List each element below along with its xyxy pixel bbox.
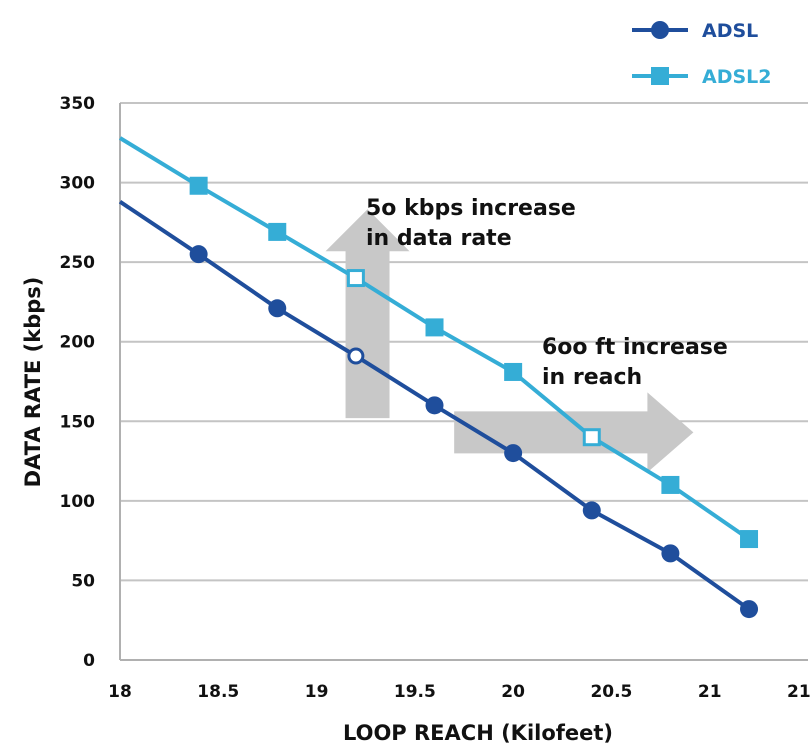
data-point-adsl2 — [740, 530, 759, 549]
data-point-adsl — [740, 600, 759, 619]
data-point-adsl2 — [504, 362, 523, 381]
data-point-adsl — [582, 501, 601, 520]
data-point-adsl2 — [346, 269, 365, 288]
data-point-adsl — [425, 396, 444, 415]
x-tick-label: 19.5 — [394, 682, 436, 702]
data-point-adsl — [268, 299, 287, 318]
data-point-adsl — [189, 245, 208, 264]
legend-marker-adsl2 — [651, 67, 669, 85]
y-tick-label: 300 — [60, 174, 96, 194]
annotation-text-1: in data rate — [366, 226, 512, 251]
data-point-adsl2 — [661, 475, 680, 494]
data-point-adsl2 — [582, 428, 601, 447]
annotation-text-2: in reach — [542, 365, 642, 390]
up-arrow-shape — [325, 209, 410, 419]
y-tick-label: 150 — [60, 412, 96, 432]
right-arrow-shape — [454, 392, 694, 473]
data-point-adsl2 — [189, 176, 208, 195]
x-tick-label: 18.5 — [197, 682, 239, 702]
legend-marker-adsl — [651, 21, 669, 39]
y-tick-label: 250 — [60, 253, 96, 273]
tick-labels: 0 50 100 150 200 250 300 350 18 18.5 19 19.5 20 20.5 2… — [60, 94, 812, 702]
y-axis-title: DATA RATE (kbps) — [21, 277, 45, 488]
y-tick-label: 350 — [60, 94, 96, 114]
y-tick-label: 200 — [60, 333, 96, 353]
data-point-adsl — [661, 544, 680, 563]
data-point-adsl2 — [425, 318, 444, 337]
y-tick-label: 50 — [71, 571, 95, 591]
grid — [119, 102, 808, 661]
data-point-adsl — [347, 347, 365, 365]
legend-label-adsl: ADSL — [702, 20, 758, 42]
x-tick-label: 21 — [698, 682, 722, 702]
x-tick-label: 18 — [108, 682, 132, 702]
x-axis-title: LOOP REACH (Kilofeet) — [343, 721, 613, 745]
y-tick-label: 0 — [83, 651, 95, 671]
x-tick-label: 20 — [501, 682, 525, 702]
x-tick-label: 19 — [305, 682, 329, 702]
x-tick-label: 20.5 — [590, 682, 632, 702]
legend: ADSL ADSL2 — [632, 20, 772, 88]
data-point-adsl2 — [268, 222, 287, 241]
data-point-adsl — [504, 444, 523, 463]
annotations: 5o kbps increase in data rate 6oo ft incre… — [366, 196, 728, 390]
annotation-text-1: 5o kbps increase — [366, 196, 576, 221]
x-tick-label: 21.5 — [787, 682, 812, 702]
annotation-text-2: 6oo ft increase — [542, 335, 728, 360]
series-lines — [118, 136, 759, 619]
y-tick-label: 100 — [60, 492, 96, 512]
legend-label-adsl2: ADSL2 — [702, 66, 772, 88]
